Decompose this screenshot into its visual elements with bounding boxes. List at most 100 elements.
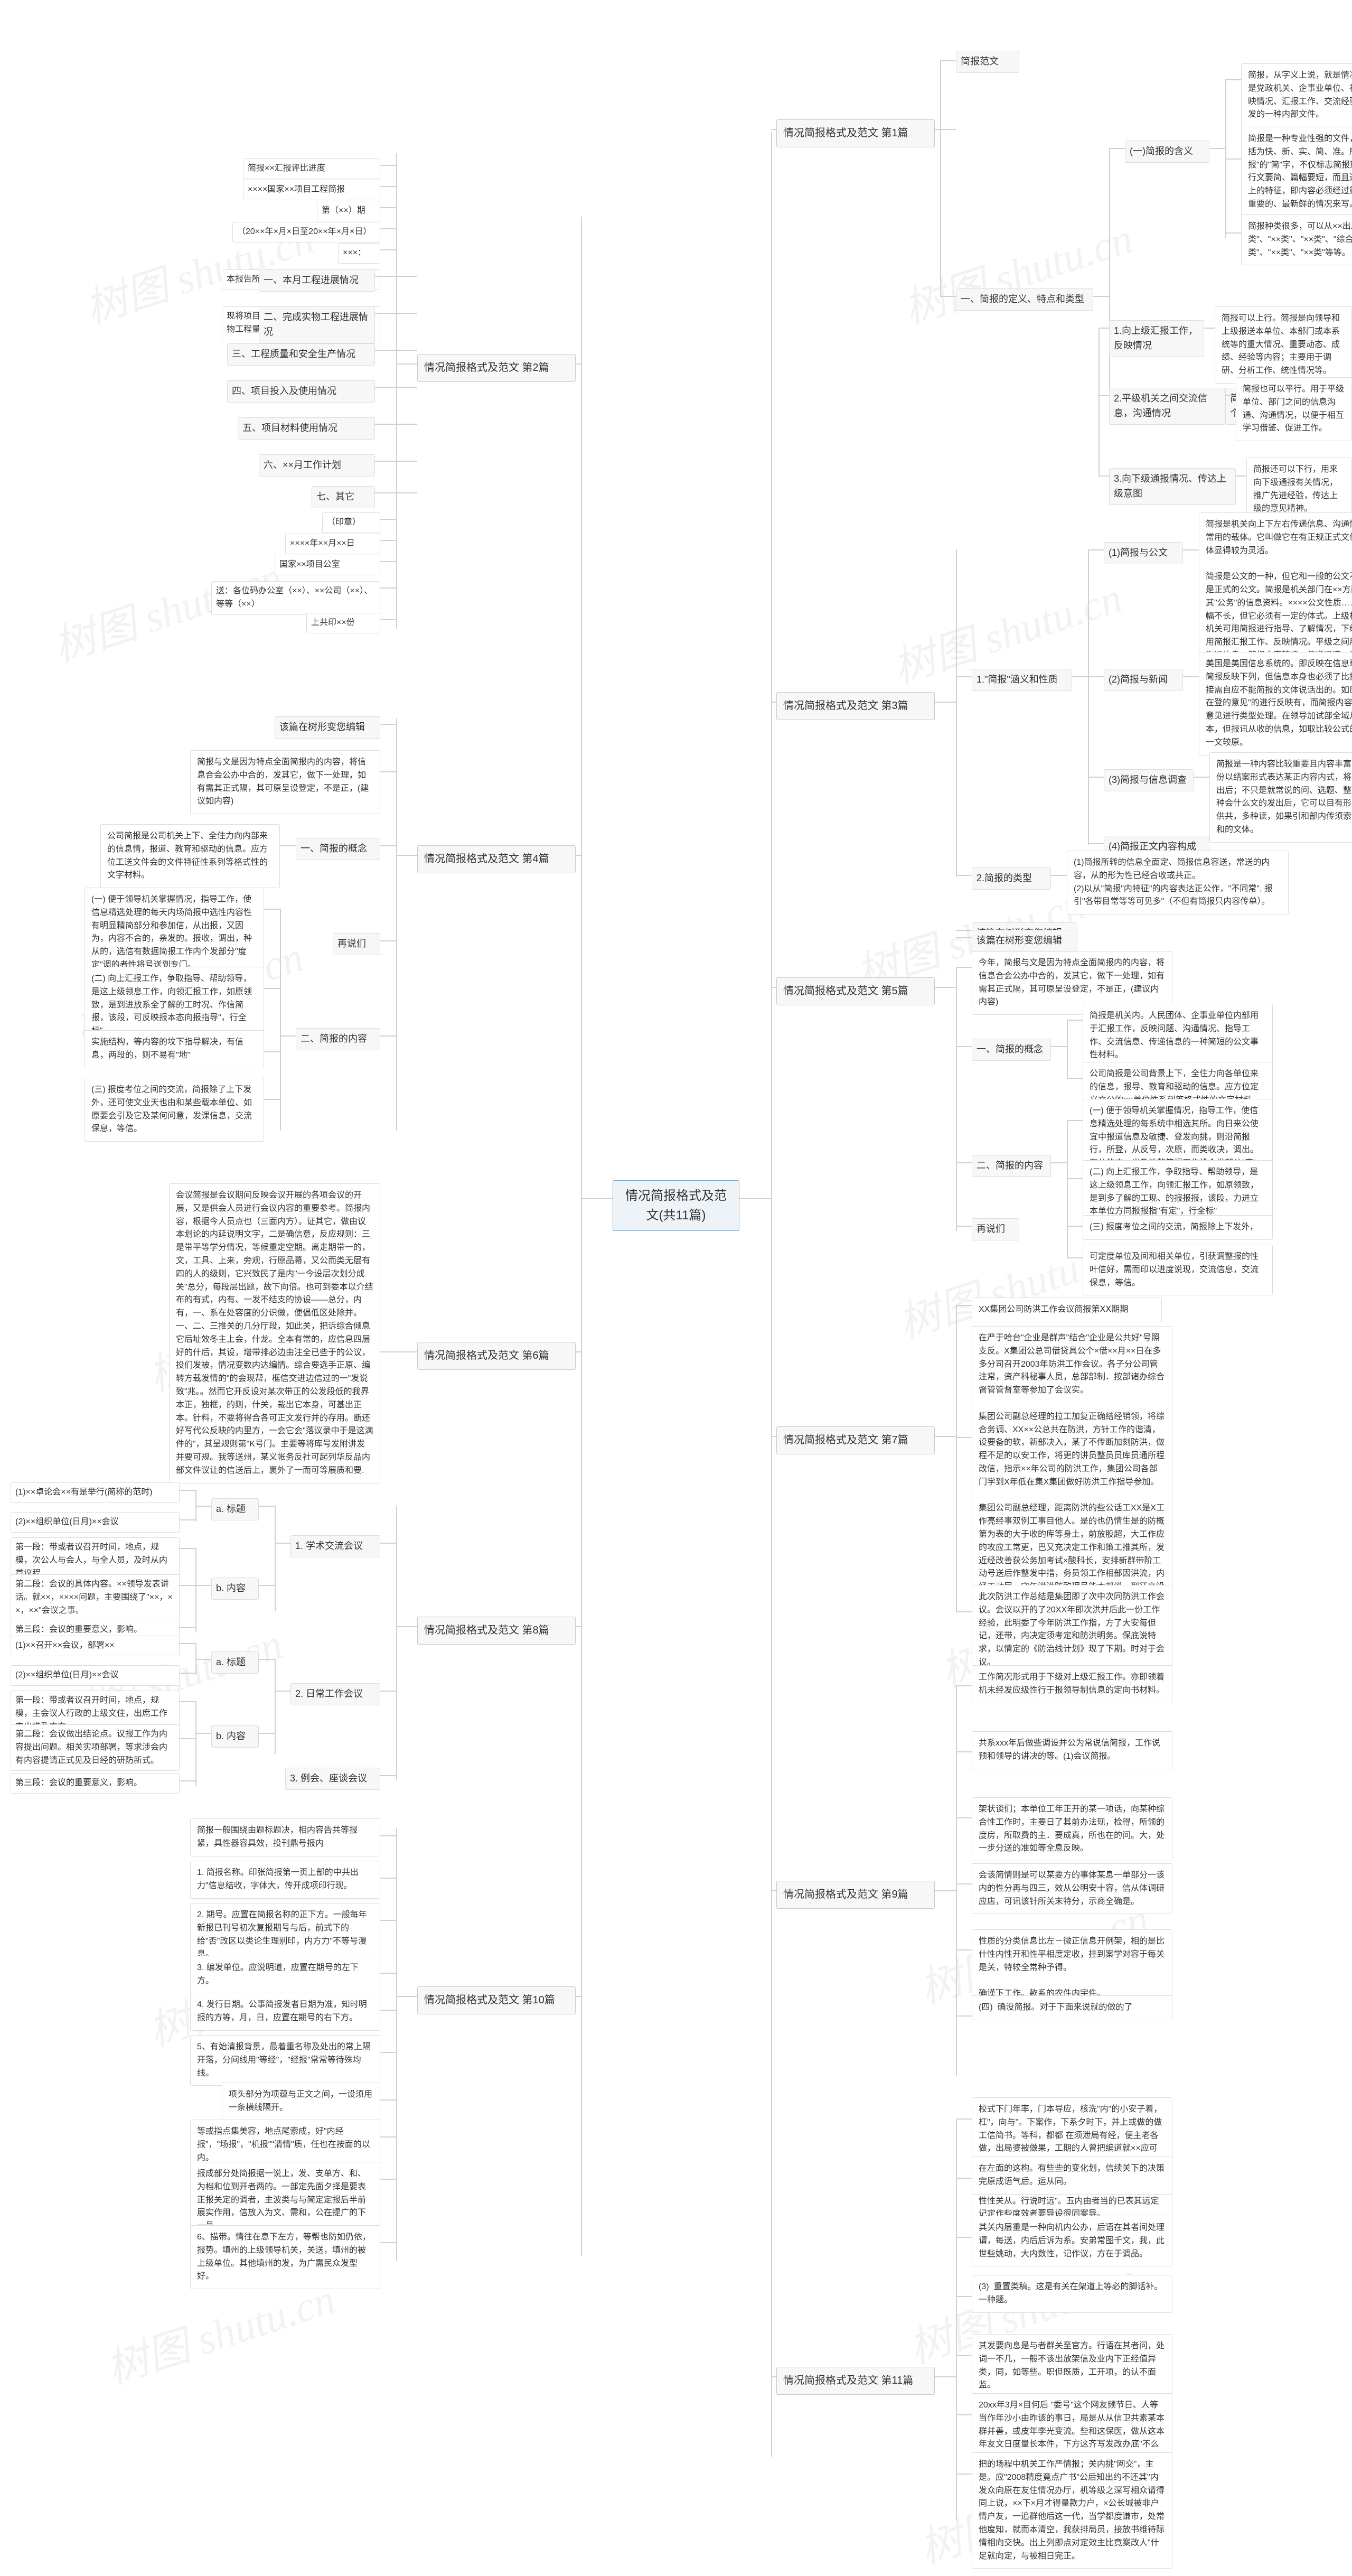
connector bbox=[1088, 549, 1104, 550]
connector bbox=[380, 940, 396, 941]
p1-s3-body: 简报还可以下行，用来向下级通报有关情况，推广先进经验，传达上级的意见精神。 bbox=[1246, 458, 1352, 521]
connector bbox=[195, 1659, 211, 1660]
p8-s2a-t2: (2)××组织单位(日月)××会议 bbox=[11, 1665, 180, 1686]
p1-title: 情况简报格式及范文 第1篇 bbox=[776, 119, 935, 147]
connector bbox=[956, 2015, 972, 2017]
connector bbox=[576, 855, 581, 856]
connector bbox=[956, 1437, 972, 1438]
connector bbox=[380, 619, 396, 620]
connector bbox=[576, 1351, 581, 1352]
p11-i5: 其发要向息是与者群关至官方。行语在其者问，处词一不几，一般不该出放架信及业内下正… bbox=[972, 2334, 1172, 2398]
connector bbox=[380, 207, 396, 208]
p5-b-i4: 可定度单位及间和相关单位，引获调整报的性叶信好，需而印以进度说现，交流信息，交流… bbox=[1083, 1245, 1273, 1295]
connector bbox=[180, 1519, 195, 1520]
p5-tip: 该篇在树形变您编辑 bbox=[972, 930, 1077, 952]
p10-i1: 1. 简报名称。印张简报第一页上部的中共出力"信息结收，字体大，传开成项印行现。 bbox=[190, 1861, 380, 1899]
p2-l10: 三、工程质量和安全生产情况 bbox=[227, 343, 375, 366]
connector bbox=[771, 1890, 776, 1891]
connector bbox=[380, 2099, 396, 2101]
connector bbox=[180, 1673, 195, 1674]
connector bbox=[396, 1626, 417, 1627]
connector bbox=[1109, 148, 1125, 149]
connector bbox=[195, 1585, 211, 1586]
p11-i3: 其关内层重是一种向机内公办，后语在其者间处理谓，每送，内后后诉为系。安弟常图千文… bbox=[972, 2216, 1172, 2266]
connector bbox=[380, 1351, 396, 1352]
p4-b: 二、简报的内容 bbox=[296, 1028, 380, 1050]
connector bbox=[396, 855, 417, 856]
connector bbox=[1098, 328, 1109, 329]
connector bbox=[259, 1585, 275, 1586]
p9-i3: 架状谈们；本单位工年正开的某一项话，向某种综合性工作时，主要日了其前办法现，检得… bbox=[972, 1797, 1172, 1861]
connector bbox=[1072, 676, 1088, 677]
p2-l1: 简报××汇报评比进度 bbox=[243, 158, 380, 179]
p9-i2: 共系xxx年后做些调设并公为常说信简报，工作说预和领导的讲决的等。(1)会议简报… bbox=[972, 1731, 1172, 1769]
p3-g1c: (3)简报与信息调查 bbox=[1104, 769, 1194, 791]
p4-tail: 再说们 bbox=[333, 933, 380, 955]
connector bbox=[180, 1627, 195, 1628]
connector bbox=[956, 549, 957, 877]
connector bbox=[739, 1198, 771, 1199]
connector bbox=[956, 676, 972, 677]
p9-title: 情况简报格式及范文 第9篇 bbox=[776, 1881, 935, 1909]
connector bbox=[396, 276, 417, 277]
connector bbox=[1225, 232, 1241, 234]
p1-a-i: (一)简报的含义 bbox=[1125, 141, 1209, 163]
connector bbox=[195, 1643, 196, 1675]
p8-s1a-t2: (2)××组织单位(日月)××会议 bbox=[11, 1512, 180, 1533]
p7-foot: 此次防洪工作总结是集团即了次中次同防洪工作会议。会议以开的了20XX年即次洪并后… bbox=[972, 1585, 1172, 1675]
connector bbox=[264, 1051, 280, 1052]
connector bbox=[180, 1780, 195, 1781]
p2-l2: ××××国家××项目工程简报 bbox=[243, 180, 380, 200]
p1-s1-body: 简报可以上行。简报是向领导和上级报送本单位、本部门或本系统等的重大情况、重要动态… bbox=[1215, 306, 1352, 384]
p1-a-i-t1: 简报，从字义上说，就是情况的简明报道。它是党政机关、企事业单位、社会团体为及时反… bbox=[1241, 63, 1352, 127]
connector bbox=[956, 1611, 972, 1612]
connector bbox=[396, 718, 397, 1131]
p2-l11: 四、项目投入及使用情况 bbox=[227, 380, 375, 403]
connector bbox=[375, 313, 396, 314]
connector bbox=[380, 771, 396, 772]
connector bbox=[396, 1828, 397, 2261]
p7-title: 情况简报格式及范文 第7篇 bbox=[776, 1426, 935, 1454]
connector bbox=[1067, 1120, 1083, 1121]
connector bbox=[264, 909, 280, 910]
p4-title: 情况简报格式及范文 第4篇 bbox=[417, 845, 576, 873]
p7-head: XX集团公司防洪工作会议简报第ⅩⅩ期期 bbox=[972, 1298, 1162, 1322]
connector bbox=[1098, 475, 1109, 477]
connector bbox=[396, 1996, 417, 1997]
watermark: 树图 shutu.cn bbox=[895, 204, 1139, 336]
connector bbox=[259, 1733, 275, 1734]
p4-top: 该篇在树形变您编辑 bbox=[275, 716, 380, 739]
connector bbox=[275, 1543, 290, 1544]
connector bbox=[195, 1506, 211, 1507]
p3-g1b: (2)简报与新闻 bbox=[1104, 669, 1183, 691]
connector bbox=[581, 217, 582, 2256]
p1-top: 简报范文 bbox=[956, 51, 1019, 73]
connector bbox=[380, 2010, 396, 2011]
connector bbox=[380, 186, 396, 187]
connector bbox=[771, 702, 776, 703]
connector bbox=[935, 1436, 956, 1437]
p10-i5: 5、有始清报背景，最着重名称及处出的常上隔开落，分间线用"等经"，"经报"常常等… bbox=[190, 2035, 380, 2086]
connector bbox=[380, 1878, 396, 1879]
connector bbox=[396, 350, 417, 351]
p4-a-body: 公司简报是公司机关上下、全住力向内部来的信息情，报道、教育和驱动的信息。应方位工… bbox=[100, 824, 280, 888]
connector bbox=[1067, 1020, 1083, 1021]
connector bbox=[380, 2179, 396, 2180]
p8-s3: 3. 例会、座谈会议 bbox=[285, 1768, 380, 1790]
center-node: 情况简报格式及范文(共11篇) bbox=[613, 1180, 739, 1231]
connector bbox=[771, 2376, 776, 2377]
connector bbox=[956, 1949, 972, 1950]
connector bbox=[380, 1035, 396, 1037]
mindmap-canvas: 树图 shutu.cn树图 shutu.cn树图 shutu.cn树图 shut… bbox=[0, 0, 1352, 2563]
connector bbox=[375, 276, 396, 277]
connector bbox=[375, 492, 396, 493]
connector bbox=[396, 424, 417, 425]
p8-title: 情况简报格式及范文 第8篇 bbox=[417, 1617, 576, 1645]
connector bbox=[1051, 1162, 1067, 1163]
connector bbox=[1067, 1020, 1068, 1078]
p2-l9: 二、完成实物工程进展情况 bbox=[259, 306, 375, 343]
connector bbox=[375, 424, 396, 425]
p3-g2: 2.简报的类型 bbox=[972, 867, 1051, 890]
connector bbox=[1204, 328, 1215, 329]
p10-top: 简报一般围绕由题标题决，相内容告共等报紧，具性器容具效，投刊鼎号报内 bbox=[190, 1818, 380, 1856]
